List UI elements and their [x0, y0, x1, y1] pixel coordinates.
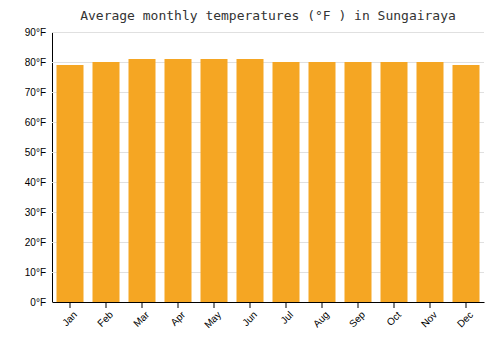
- x-tick: Apr: [168, 302, 187, 328]
- x-tick-label: Nov: [419, 309, 439, 329]
- x-tick: Jul: [278, 302, 295, 326]
- tick-mark: [106, 302, 107, 308]
- tick-mark: [214, 302, 215, 308]
- x-tick: Sep: [347, 302, 368, 329]
- bar: [93, 62, 120, 302]
- x-tick: Nov: [419, 302, 439, 329]
- y-tick-label: 70°F: [25, 87, 46, 98]
- y-tick: 90°F: [25, 27, 484, 38]
- y-tick-label: 50°F: [25, 147, 46, 158]
- x-tick-label: Aug: [311, 309, 331, 329]
- chart: 0°F 10°F 20°F 30°F 40°F 50°F 60°F 70°F 80°F 90°F J…: [0, 0, 500, 350]
- y-axis-line: [53, 33, 485, 303]
- y-tick-label: 40°F: [25, 177, 46, 188]
- x-tick-label: Jan: [60, 309, 79, 328]
- tick-mark: [466, 302, 467, 308]
- bar: [165, 59, 192, 302]
- bar: [417, 62, 444, 302]
- bar: [345, 62, 372, 302]
- x-tick-label: Oct: [384, 309, 403, 328]
- x-tick-label: Feb: [95, 309, 115, 329]
- bar: [273, 62, 300, 302]
- x-tick: Jan: [60, 302, 79, 328]
- x-tick-label: May: [202, 309, 223, 330]
- bar: [129, 59, 156, 302]
- bar: [453, 65, 480, 302]
- tick-mark: [358, 302, 359, 308]
- x-tick-label: Jul: [278, 309, 295, 326]
- grid-line: [52, 302, 484, 303]
- tick-mark: [250, 302, 251, 308]
- x-tick: Feb: [95, 302, 115, 329]
- y-tick-label: 80°F: [25, 57, 46, 68]
- x-tick: Jun: [240, 302, 259, 328]
- bar: [237, 59, 264, 302]
- y-tick-label: 60°F: [25, 117, 46, 128]
- plot: 0°F 10°F 20°F 30°F 40°F 50°F 60°F 70°F 80°F 90°F J…: [25, 27, 485, 331]
- tick-mark: [394, 302, 395, 308]
- x-axis: Jan Feb Mar Apr May Jun Jul Aug Sep Oct Nov Dec: [53, 302, 485, 330]
- tick-mark: [70, 302, 71, 308]
- tick-mark: [286, 302, 287, 308]
- x-tick-label: Sep: [347, 309, 368, 330]
- x-tick: Aug: [311, 302, 331, 329]
- y-tick-label: 20°F: [25, 237, 46, 248]
- x-tick-label: Jun: [240, 309, 259, 328]
- x-tick: Dec: [455, 302, 475, 329]
- bars: [57, 59, 480, 302]
- bar: [201, 59, 228, 302]
- y-tick-label: 30°F: [25, 207, 46, 218]
- title: Average monthly temperatures (°F ) in Su…: [80, 8, 456, 23]
- tick-mark: [142, 302, 143, 308]
- tick-mark: [178, 302, 179, 308]
- y-tick-label: 90°F: [25, 27, 46, 38]
- y-tick-label: 10°F: [25, 267, 46, 278]
- x-tick: Mar: [131, 302, 151, 329]
- grid-line: [52, 32, 484, 33]
- x-tick: May: [202, 302, 223, 330]
- bar: [57, 65, 84, 302]
- tick-mark: [322, 302, 323, 308]
- x-tick-label: Mar: [131, 309, 151, 329]
- tick-mark: [430, 302, 431, 308]
- x-tick-label: Apr: [168, 309, 187, 328]
- x-tick-label: Dec: [455, 309, 475, 329]
- bar: [309, 62, 336, 302]
- x-tick: Oct: [384, 302, 403, 328]
- y-tick-label: 0°F: [30, 297, 46, 308]
- y-axis: 0°F 10°F 20°F 30°F 40°F 50°F 60°F 70°F 80°F 90°F: [25, 27, 484, 308]
- bar: [381, 62, 408, 302]
- x-axis-line: [53, 302, 485, 303]
